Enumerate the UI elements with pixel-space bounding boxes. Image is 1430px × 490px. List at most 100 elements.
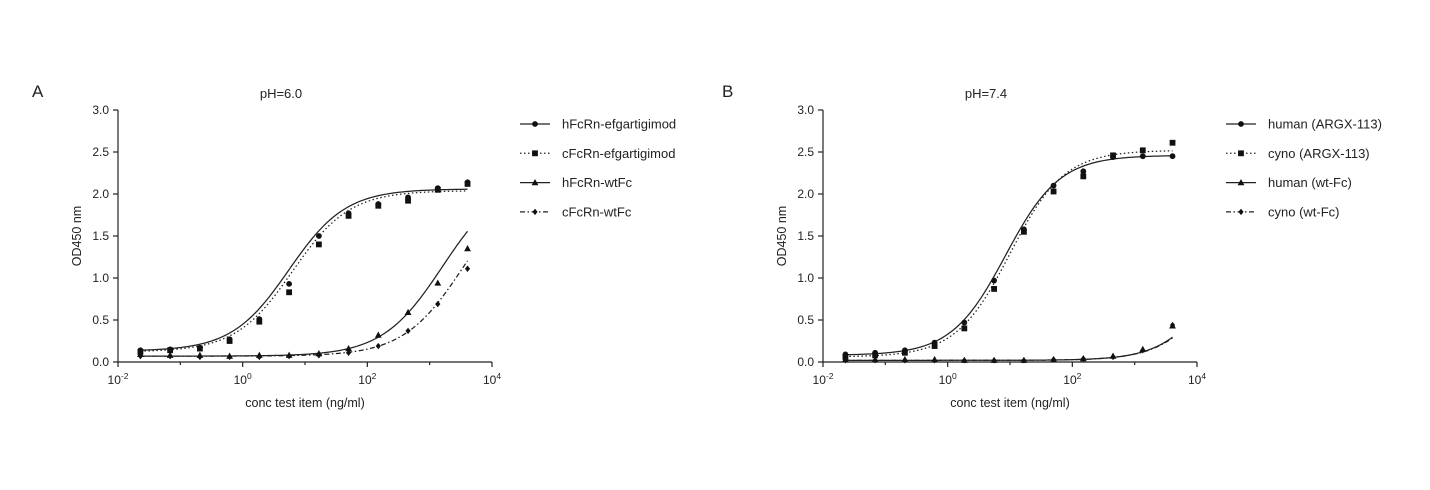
legend-label: cyno (wt-Fc) [1268,204,1340,219]
x-tick-base: 10 [483,373,497,387]
x-tick-exponent: 2 [1077,371,1082,381]
data-point [1139,153,1146,160]
data-point [315,241,322,248]
legend-label: cFcRn-efgartigimod [562,146,675,161]
data-point [434,186,441,193]
data-point [405,327,411,335]
series-4 [137,260,471,361]
data-point [375,202,382,209]
y-tick-label: 0.5 [797,313,814,327]
y-tick-label: 1.0 [797,271,814,285]
data-point [1140,347,1146,354]
data-point [286,280,293,287]
x-tick-base: 10 [1188,373,1202,387]
legend-marker [1238,121,1244,127]
legend-entry-2: cFcRn-efgartigimod [520,146,675,161]
legend-entry-4: cyno (wt-Fc) [1226,204,1340,219]
fit-curve [140,190,468,352]
x-tick-base: 10 [234,373,248,387]
x-tick-label: 10-2 [108,371,129,387]
fit-curve [845,155,1173,356]
legend-entry-2: cyno (ARGX-113) [1226,146,1370,161]
x-tick-exponent: 0 [247,371,252,381]
data-point [902,357,908,364]
data-point [901,349,908,356]
chart-title: pH=7.4 [965,86,1007,101]
data-point [991,277,998,284]
data-point [961,325,968,332]
x-tick-exponent: -2 [826,371,834,381]
y-tick-label: 1.0 [92,271,109,285]
data-point [196,345,203,352]
fit-curve [140,260,469,357]
y-tick-label: 0.0 [92,355,109,369]
series-3 [842,322,1176,363]
legend-label: hFcRn-wtFc [562,175,633,190]
series-2 [137,181,471,355]
legend-label: human (wt-Fc) [1268,175,1352,190]
x-tick-exponent: 4 [496,371,501,381]
data-point [931,343,938,349]
x-tick-label: 10-2 [813,371,834,387]
legend-marker [532,121,538,127]
legend-entry-3: human (wt-Fc) [1226,175,1352,190]
x-axis-label: conc test item (ng/ml) [245,396,364,410]
data-point [226,338,233,344]
series-2 [842,139,1176,360]
y-tick-label: 0.5 [92,313,109,327]
panel-letter: A [32,82,44,101]
legend-marker [1237,179,1245,186]
x-tick-label: 102 [358,371,376,387]
x-tick-label: 104 [483,371,501,387]
data-point [464,245,471,252]
data-point [1169,153,1176,160]
data-point [1050,188,1057,195]
x-tick-label: 100 [234,371,252,387]
x-tick-base: 10 [358,373,372,387]
x-tick-label: 100 [939,371,957,387]
data-point [1110,152,1116,159]
legend-entry-1: hFcRn-efgartigimod [520,117,676,132]
x-tick-exponent: 0 [952,371,957,381]
y-tick-label: 2.0 [797,187,814,201]
x-tick-base: 10 [1063,373,1077,387]
legend-entry-3: hFcRn-wtFc [520,175,633,190]
legend-label: hFcRn-efgartigimod [562,117,676,132]
y-tick-label: 3.0 [797,103,814,117]
data-point [991,357,997,364]
legend-label: cyno (ARGX-113) [1268,146,1370,161]
fit-curve [845,336,1173,361]
data-point [286,289,293,296]
data-point [345,344,352,352]
y-tick-label: 2.5 [92,145,109,159]
y-tick-label: 1.5 [797,229,814,243]
data-point [256,318,263,325]
data-point [405,197,411,204]
legend-entry-1: human (ARGX-113) [1226,117,1382,132]
data-point [286,352,292,360]
fit-curve [140,230,469,357]
data-point [404,308,412,316]
x-tick-base: 10 [108,373,122,387]
data-point [961,319,968,326]
data-point [137,352,144,360]
x-tick-base: 10 [813,373,827,387]
x-tick-exponent: 4 [1201,371,1206,381]
data-point [872,357,878,364]
data-point [931,357,938,364]
data-point [1139,147,1146,154]
panel-letter: B [722,82,733,101]
data-point [345,212,352,219]
series-3 [137,230,471,359]
data-point [1050,356,1057,363]
data-point [226,353,233,361]
fit-curve [845,150,1173,358]
data-point [1080,173,1087,180]
data-point [961,357,967,364]
data-point [345,349,352,356]
data-point [872,352,879,359]
data-point [1080,168,1087,175]
